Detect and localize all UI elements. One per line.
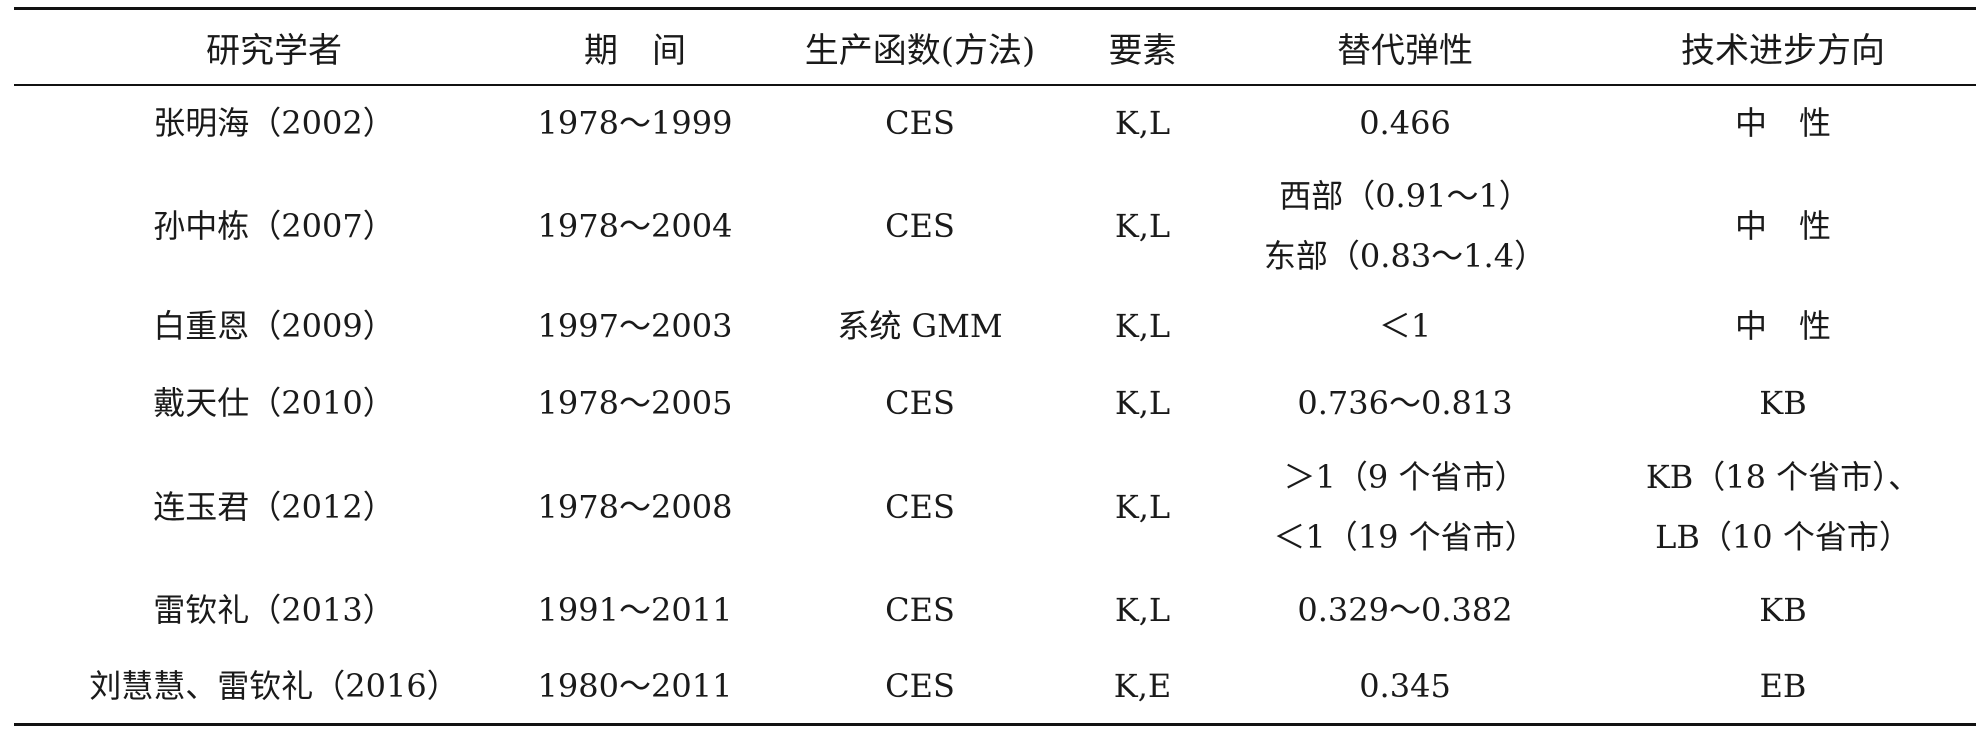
cell-text: 0.329～0.382 <box>1297 591 1513 629</box>
cell-text: CES <box>885 591 955 629</box>
header-elasticity: 替代弹性 <box>1337 30 1473 71</box>
scholar-cell: 刘慧慧、雷钦礼（2016） <box>14 656 534 716</box>
cell-text: CES <box>885 384 955 422</box>
cell-text: KB <box>1759 384 1807 422</box>
cell-text: CES <box>885 667 955 705</box>
header-period: 期 间 <box>584 30 686 71</box>
cell-text: K,L <box>1114 307 1171 345</box>
direction-cell: KB（18 个省市）、 LB（10 个省市） <box>1590 447 1976 567</box>
scholar-cell: 戴天仕（2010） <box>14 373 534 433</box>
period-cell: 1978～2004 <box>520 166 750 286</box>
method-cell: CES <box>750 580 1090 640</box>
cell-text: K,L <box>1114 591 1171 629</box>
period-cell: 1978～1999 <box>520 93 750 153</box>
cell-text: 张明海（2002） <box>153 104 395 142</box>
cell-text: K,L <box>1114 104 1171 142</box>
factors-cell: K,L <box>1070 373 1215 433</box>
method-cell: 系统 GMM <box>750 296 1090 356</box>
elasticity-cell: 0.466 <box>1215 93 1595 153</box>
elasticity-cell: ＞1（9 个省市） ＜1（19 个省市） <box>1215 447 1595 567</box>
scholar-cell: 连玉君（2012） <box>14 447 534 567</box>
header-scholar: 研究学者 <box>206 30 342 71</box>
header-production-function: 生产函数(方法) <box>804 30 1036 71</box>
method-cell: CES <box>750 166 1090 286</box>
direction-cell: KB <box>1590 373 1976 433</box>
scholar-cell: 张明海（2002） <box>14 93 534 153</box>
cell-text: K,L <box>1114 384 1171 422</box>
cell-text: ＜1 <box>1378 307 1432 345</box>
direction-cell: EB <box>1590 656 1976 716</box>
cell-text: K,L <box>1114 488 1171 526</box>
cell-text: 1978～2004 <box>537 207 733 245</box>
elasticity-cell: ＜1 <box>1215 296 1595 356</box>
cell-text: ＞1（9 个省市） <box>1283 458 1527 496</box>
table-bottom-rule <box>14 723 1976 726</box>
elasticity-cell: 0.736～0.813 <box>1215 373 1595 433</box>
cell-text: 0.466 <box>1359 104 1451 142</box>
method-cell: CES <box>750 447 1090 567</box>
cell-text: 刘慧慧、雷钦礼（2016） <box>89 667 459 705</box>
scholar-cell: 雷钦礼（2013） <box>14 580 534 640</box>
cell-text: 1978～2008 <box>537 488 733 526</box>
table-top-rule <box>14 7 1976 10</box>
cell-text: 连玉君（2012） <box>153 488 395 526</box>
direction-cell: 中 性 <box>1590 296 1976 356</box>
cell-text: 1978～1999 <box>537 104 733 142</box>
direction-cell: KB <box>1590 580 1976 640</box>
elasticity-cell: 0.345 <box>1215 656 1595 716</box>
period-cell: 1978～2008 <box>520 447 750 567</box>
cell-text: 西部（0.91～1） <box>1279 177 1531 215</box>
factors-cell: K,L <box>1070 93 1215 153</box>
cell-text: 系统 GMM <box>837 307 1003 345</box>
factors-cell: K,L <box>1070 580 1215 640</box>
cell-text: CES <box>885 488 955 526</box>
factors-cell: K,E <box>1070 656 1215 716</box>
cell-text: K,L <box>1114 207 1171 245</box>
cell-text: 戴天仕（2010） <box>153 384 395 422</box>
header-factors: 要素 <box>1108 30 1177 71</box>
cell-text: CES <box>885 207 955 245</box>
scholar-cell: 孙中栋（2007） <box>14 166 534 286</box>
direction-cell: 中 性 <box>1590 166 1976 286</box>
cell-text: 0.736～0.813 <box>1297 384 1513 422</box>
scholar-cell: 白重恩（2009） <box>14 296 534 356</box>
cell-text: 1991～2011 <box>537 591 733 629</box>
cell-text: 1997～2003 <box>537 307 733 345</box>
cell-text: K,E <box>1113 667 1172 705</box>
table-header-rule <box>14 84 1976 86</box>
cell-text: 白重恩（2009） <box>153 307 395 345</box>
cell-text: 1978～2005 <box>537 384 733 422</box>
cell-text: KB（18 个省市）、 <box>1645 458 1921 496</box>
method-cell: CES <box>750 93 1090 153</box>
cell-text: EB <box>1759 667 1807 705</box>
period-cell: 1997～2003 <box>520 296 750 356</box>
cell-text: 中 性 <box>1734 307 1831 345</box>
cell-text: 中 性 <box>1734 104 1831 142</box>
cell-text: 1980～2011 <box>537 667 733 705</box>
direction-cell: 中 性 <box>1590 93 1976 153</box>
cell-text: 孙中栋（2007） <box>153 207 395 245</box>
cell-text: KB <box>1759 591 1807 629</box>
factors-cell: K,L <box>1070 296 1215 356</box>
period-cell: 1980～2011 <box>520 656 750 716</box>
cell-text: CES <box>885 104 955 142</box>
cell-text: LB（10 个省市） <box>1655 518 1911 556</box>
factors-cell: K,L <box>1070 166 1215 286</box>
cell-text: ＜1（19 个省市） <box>1273 518 1537 556</box>
elasticity-cell: 西部（0.91～1） 东部（0.83～1.4） <box>1215 166 1595 286</box>
method-cell: CES <box>750 373 1090 433</box>
header-tech-direction: 技术进步方向 <box>1681 30 1885 71</box>
period-cell: 1991～2011 <box>520 580 750 640</box>
method-cell: CES <box>750 656 1090 716</box>
elasticity-cell: 0.329～0.382 <box>1215 580 1595 640</box>
factors-cell: K,L <box>1070 447 1215 567</box>
cell-text: 雷钦礼（2013） <box>153 591 395 629</box>
period-cell: 1978～2005 <box>520 373 750 433</box>
cell-text: 中 性 <box>1734 207 1831 245</box>
cell-text: 0.345 <box>1359 667 1451 705</box>
cell-text: 东部（0.83～1.4） <box>1263 237 1547 275</box>
